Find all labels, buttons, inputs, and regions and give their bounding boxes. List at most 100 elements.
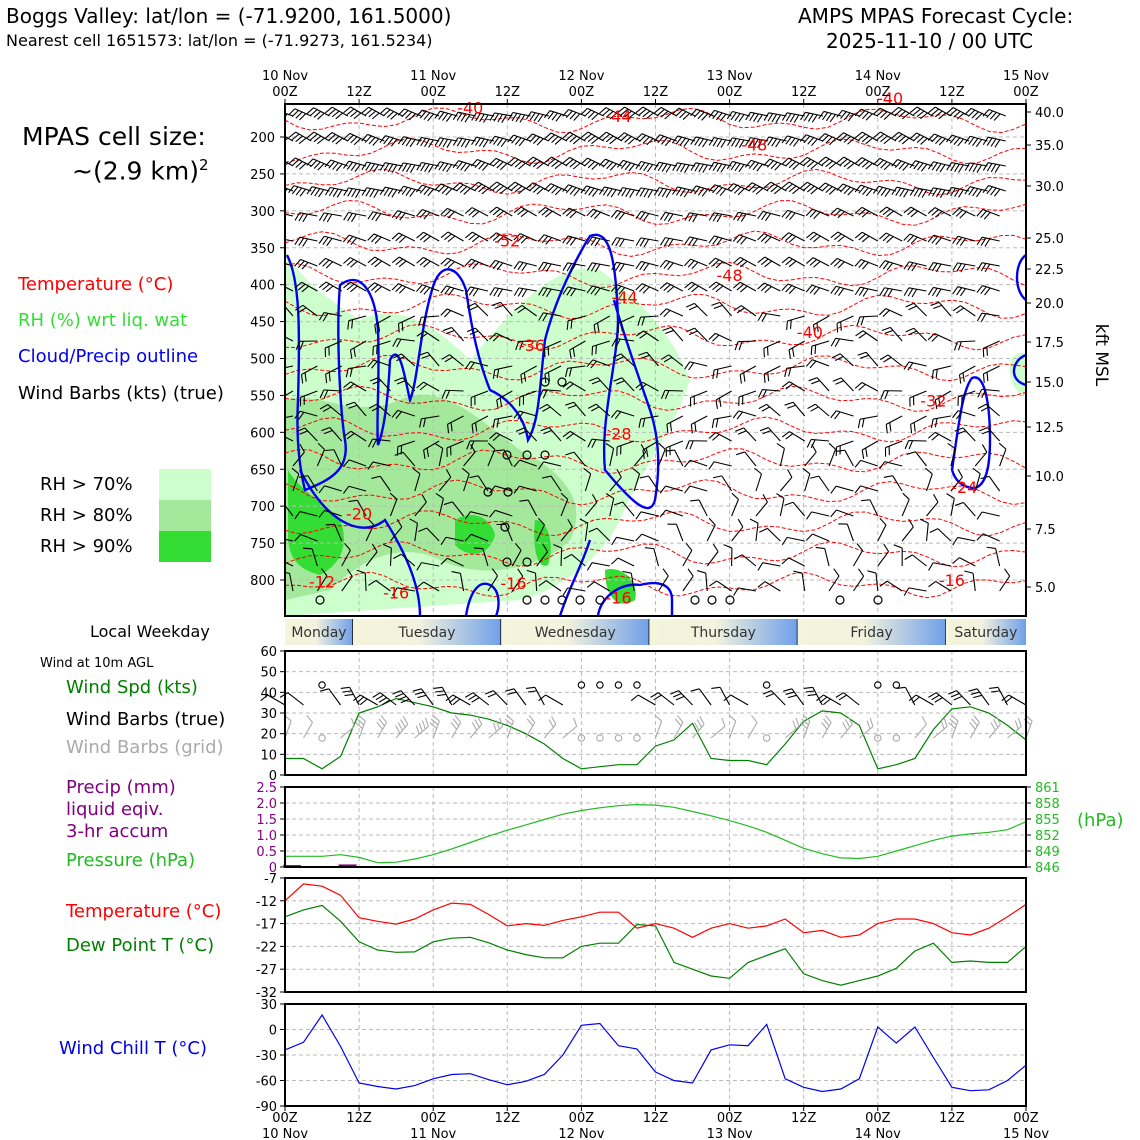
wind-barb-flag xyxy=(419,258,428,266)
wind-barb-flag xyxy=(298,162,307,170)
wind-barb-flag xyxy=(715,418,719,428)
wind-barb-flag xyxy=(659,308,667,316)
wind-barb-flag xyxy=(470,440,475,450)
wind-barb-staff xyxy=(913,302,927,317)
wind-barb-flag xyxy=(617,160,624,168)
wind-barb-flag xyxy=(294,236,301,246)
wind-barb-flag xyxy=(980,475,990,480)
wind-barb-flag xyxy=(661,137,668,145)
kft-tick-label: 20.0 xyxy=(1035,297,1064,312)
wind-barb-flag xyxy=(343,106,351,114)
wind-barb-staff xyxy=(715,281,732,292)
wind-barb-staff xyxy=(957,262,976,267)
wind-barb-flag xyxy=(732,256,741,264)
wind-barb-staff xyxy=(521,304,537,317)
wind-barb-flag xyxy=(379,186,386,196)
wind-barb-flag xyxy=(466,440,471,450)
legend-swatch-rh80 xyxy=(159,500,211,531)
wind-barb-staff xyxy=(677,162,696,167)
wind-barb-flag xyxy=(291,467,300,475)
wind-barb-staff xyxy=(373,233,391,242)
wind-barb-flag xyxy=(935,263,942,273)
wind-barb-flag xyxy=(464,361,471,370)
wind-barb-flag xyxy=(551,112,559,121)
wind-barb-flag xyxy=(800,181,808,189)
wind-barb-flag xyxy=(285,162,289,167)
wind-barb-flag xyxy=(274,213,279,221)
wind-barb-flag xyxy=(562,262,569,271)
wind-barb-flag xyxy=(504,718,513,726)
wind-barb-flag xyxy=(799,722,808,730)
wind-barb-flag xyxy=(744,159,752,168)
wind-barb-staff xyxy=(706,551,719,567)
wind-barb-flag xyxy=(838,288,845,296)
wind-barb-flag xyxy=(830,207,838,215)
wind-barb-staff xyxy=(459,182,476,192)
wind-barb-staff xyxy=(861,381,879,392)
wind-barb-flag xyxy=(301,262,309,270)
wind-barb-flag xyxy=(605,443,614,449)
wind-barb-staff xyxy=(568,184,586,192)
wind-barb-flag xyxy=(373,189,379,198)
calm-wind-circle xyxy=(503,487,513,497)
wind-barb-flag xyxy=(452,182,461,190)
wind-barb-flag xyxy=(377,322,381,332)
wind-barb-flag xyxy=(891,159,898,167)
wind-barb-flag xyxy=(466,302,476,308)
wind-barb-flag xyxy=(429,722,437,730)
wind-barb-flag xyxy=(690,499,700,502)
wind-barb-flag xyxy=(635,211,642,220)
wind-barb-flag xyxy=(300,374,304,384)
wind-barb-staff xyxy=(837,231,854,242)
wind-barb-flag xyxy=(805,359,813,367)
wind-barb-staff xyxy=(766,403,781,417)
wind-barb-flag xyxy=(304,372,307,382)
wind-barb-flag xyxy=(861,135,870,143)
wind-barb-flag xyxy=(324,449,335,452)
wind-barb-staff xyxy=(331,132,349,142)
wind-barb-flag xyxy=(810,475,820,479)
wind-barb-staff xyxy=(938,302,952,317)
wind-barb-staff xyxy=(356,499,367,517)
wind-barb-staff xyxy=(560,499,569,517)
wind-barb-staff xyxy=(715,332,732,342)
wind-barb-staff xyxy=(398,315,416,325)
wind-barb-staff xyxy=(534,687,545,706)
wind-barb-flag xyxy=(865,113,873,121)
wind-barb-flag xyxy=(635,106,644,114)
wind-barb-flag xyxy=(879,580,888,587)
wind-barb-flag xyxy=(605,493,614,499)
wind-barb-flag xyxy=(270,184,276,191)
wind-barb-flag xyxy=(317,442,325,450)
wind-barb-flag xyxy=(931,694,940,701)
wind-barb-flag xyxy=(838,694,847,701)
wind-barb-flag xyxy=(676,715,684,723)
wind-barb-flag xyxy=(468,694,477,701)
wind-barb-staff xyxy=(494,287,513,292)
wind-barb-flag xyxy=(662,326,672,332)
wind-barb-staff xyxy=(348,459,367,467)
wind-barb-flag xyxy=(909,187,916,196)
wind-barb-staff xyxy=(846,523,854,542)
wind-barb-staff xyxy=(569,131,586,142)
wind-barb-flag xyxy=(415,284,423,292)
wind-barb-flag xyxy=(809,233,818,241)
wind-barb-staff xyxy=(427,351,440,367)
wind-barb-flag xyxy=(566,263,573,272)
wind-barb-flag xyxy=(711,419,715,429)
wind-barb-flag xyxy=(397,722,404,731)
wind-barb-flag xyxy=(350,162,357,171)
wind-barb-flag xyxy=(444,286,451,295)
wind-barb-flag xyxy=(452,137,459,146)
wind-barb-flag xyxy=(933,304,942,309)
wind-barb-flag xyxy=(302,238,309,247)
wind-barb-staff xyxy=(423,330,440,342)
wind-barb-flag xyxy=(437,185,445,193)
wind-barb-flag xyxy=(538,312,544,321)
wind-barb-staff xyxy=(512,111,531,117)
wind-barb-staff xyxy=(592,285,610,292)
wind-barb-staff xyxy=(788,256,805,267)
wind-barb-flag xyxy=(367,233,375,241)
wind-barb-flag xyxy=(326,238,333,246)
wind-barb-staff xyxy=(470,286,489,292)
